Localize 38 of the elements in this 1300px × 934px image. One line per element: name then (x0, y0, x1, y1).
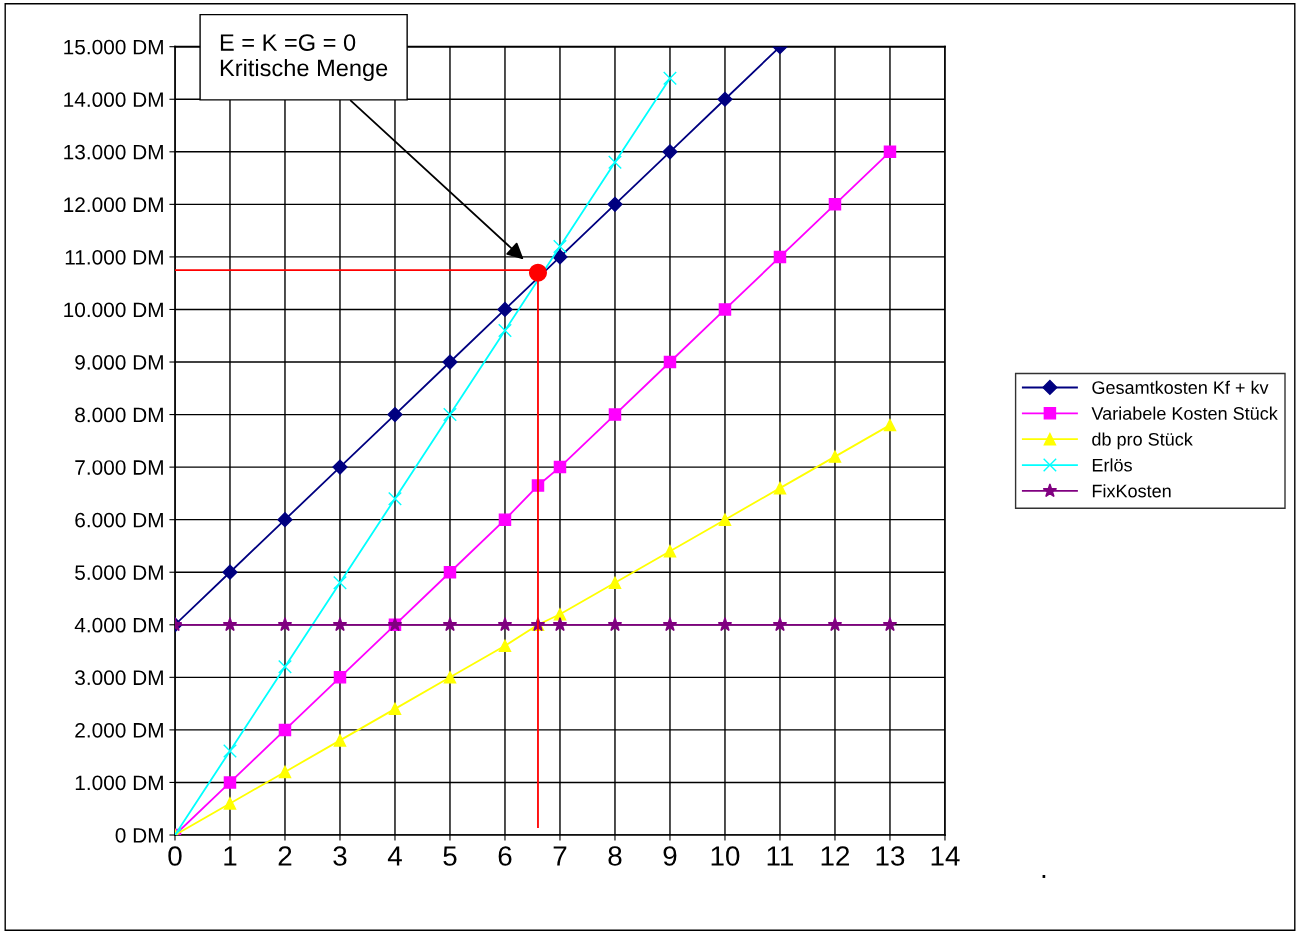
x-tick-label: 1 (224, 846, 237, 866)
x-tick-label: 7 (553, 846, 567, 866)
y-tick-label: 1.000 DM (75, 775, 163, 791)
x-tick-label: 4 (387, 846, 402, 866)
y-tick-label: 6.000 DM (75, 512, 163, 528)
y-tick-label: 7.000 DM (75, 460, 163, 475)
y-tick-label: 14.000 DM (64, 92, 163, 108)
y-tick-label: 13.000 DM (64, 144, 163, 160)
y-tick-label: 11.000 DM (65, 249, 163, 265)
text: . (1042, 874, 1046, 878)
x-tick-label: 3 (333, 846, 347, 866)
y-tick-label: 0 DM (115, 828, 163, 843)
legend-label: Erlös (1092, 458, 1132, 472)
legend-label: FixKosten (1092, 484, 1171, 498)
y-tick-label: 10.000 DM (64, 302, 163, 318)
legend-label: Variabele Kosten Stück (1091, 406, 1278, 420)
x-tick-label: 13 (876, 846, 905, 866)
legend-label: Gesamtkosten Kf + kv (1092, 380, 1269, 394)
legend-label: db pro Stück (1092, 432, 1193, 450)
y-tick-label: 2.000 DM (75, 722, 163, 738)
y-tick-label: 15.000 DM (64, 39, 163, 55)
y-tick-label: 9.000 DM (75, 355, 163, 370)
x-tick-label: 10 (711, 846, 740, 866)
y-tick-label: 3.000 DM (75, 670, 163, 686)
x-tick-label: 9 (663, 846, 677, 866)
x-tick-label: 12 (821, 846, 850, 866)
x-tick-label: 2 (278, 846, 292, 866)
y-tick-label: 4.000 DM (74, 617, 163, 633)
x-tick-label: 14 (931, 846, 960, 866)
y-tick-label: 12.000 DM (64, 197, 163, 213)
x-tick-label: 0 (168, 846, 182, 866)
x-tick-label: 6 (498, 846, 512, 866)
x-tick-label: 5 (443, 846, 457, 866)
y-tick-label: 8.000 DM (75, 407, 163, 423)
x-tick-label: 8 (608, 846, 622, 866)
x-tick-label: 11 (767, 846, 794, 866)
y-tick-label: 5.000 DM (75, 565, 163, 580)
annotation: E = K =G = 0 Kritische Menge (220, 34, 388, 81)
